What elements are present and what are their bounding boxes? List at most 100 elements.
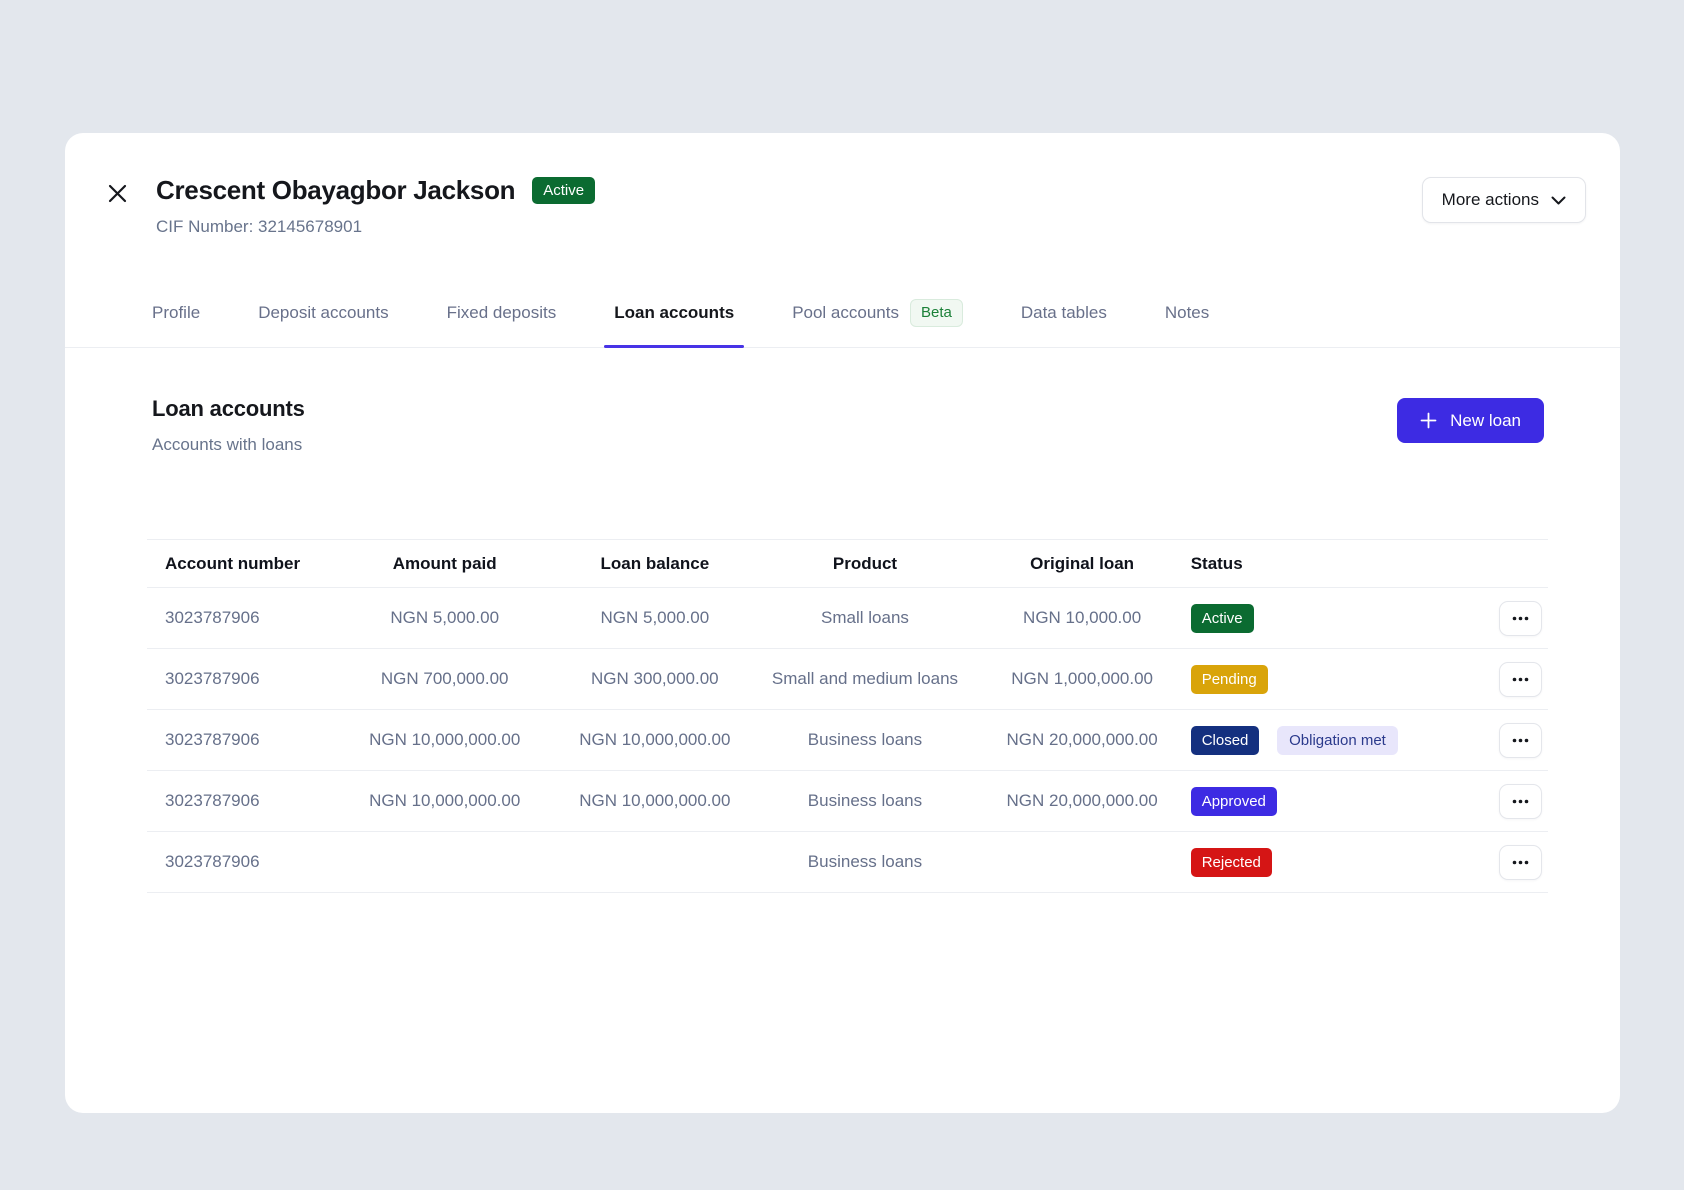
row-actions-button[interactable]	[1499, 600, 1542, 636]
card-header: Crescent Obayagbor Jackson Active CIF Nu…	[65, 133, 1620, 237]
cell-product: Business loans	[756, 831, 974, 893]
cell-loan-balance: NGN 10,000,000.00	[553, 709, 757, 771]
customer-title-block: Crescent Obayagbor Jackson Active CIF Nu…	[156, 175, 596, 237]
row-actions-button[interactable]	[1499, 661, 1542, 697]
cell-product: Small and medium loans	[756, 648, 974, 710]
cell-amount-paid: NGN 10,000,000.00	[336, 770, 554, 832]
column-header-product: Product	[756, 539, 974, 588]
table-row: 3023787906 Business loans Rejected	[147, 831, 1548, 893]
cell-status: Closed Obligation met	[1190, 709, 1471, 771]
table-row: 3023787906 NGN 10,000,000.00 NGN 10,000,…	[147, 770, 1548, 832]
loan-accounts-table: Account number Amount paid Loan balance …	[147, 539, 1548, 893]
status-tag-badge: Obligation met	[1277, 725, 1398, 755]
cell-account-number: 3023787906	[147, 648, 337, 710]
cell-actions	[1470, 587, 1548, 649]
status-badge: Pending	[1190, 664, 1268, 694]
status-badge: Rejected	[1190, 847, 1272, 877]
table-row: 3023787906 NGN 700,000.00 NGN 300,000.00…	[147, 648, 1548, 710]
section-header: Loan accounts Accounts with loans New lo…	[65, 348, 1620, 455]
new-loan-button[interactable]: New loan	[1397, 398, 1544, 443]
tab-profile[interactable]: Profile	[152, 299, 200, 347]
ellipsis-icon	[1512, 799, 1529, 803]
tab-notes[interactable]: Notes	[1165, 299, 1209, 347]
customer-detail-card: Crescent Obayagbor Jackson Active CIF Nu…	[65, 133, 1620, 1113]
cell-amount-paid: NGN 5,000.00	[336, 587, 554, 649]
more-actions-button[interactable]: More actions	[1421, 177, 1586, 223]
status-badge: Closed	[1190, 725, 1260, 755]
table-row: 3023787906 NGN 10,000,000.00 NGN 10,000,…	[147, 709, 1548, 771]
cell-actions	[1470, 831, 1548, 893]
cell-product: Business loans	[756, 709, 974, 771]
table-header-row: Account number Amount paid Loan balance …	[147, 539, 1548, 588]
table-body: 3023787906 NGN 5,000.00 NGN 5,000.00 Sma…	[147, 587, 1548, 893]
loan-accounts-table-wrap: Account number Amount paid Loan balance …	[147, 539, 1548, 893]
cif-number: CIF Number: 32145678901	[156, 217, 363, 236]
tab-label: Data tables	[1020, 303, 1107, 322]
cell-status: Pending	[1190, 648, 1471, 710]
table-row: 3023787906 NGN 5,000.00 NGN 5,000.00 Sma…	[147, 587, 1548, 649]
tab-bar: Profile Deposit accounts Fixed deposits …	[65, 299, 1620, 348]
cell-amount-paid: NGN 700,000.00	[336, 648, 554, 710]
cell-amount-paid	[336, 831, 554, 893]
section-title-block: Loan accounts Accounts with loans	[152, 396, 305, 455]
cell-original-loan: NGN 20,000,000.00	[973, 770, 1191, 832]
close-button[interactable]	[105, 181, 130, 206]
tab-fixed-deposits[interactable]: Fixed deposits	[447, 299, 557, 347]
column-header-amount-paid: Amount paid	[336, 539, 554, 588]
section-subtitle: Accounts with loans	[152, 435, 303, 454]
ellipsis-icon	[1512, 860, 1529, 864]
tab-pool-accounts[interactable]: Pool accounts Beta	[792, 299, 963, 347]
row-actions-button[interactable]	[1499, 722, 1542, 758]
column-header-original-loan: Original loan	[973, 539, 1191, 588]
customer-status-badge: Active	[532, 177, 596, 204]
cell-loan-balance	[553, 831, 757, 893]
cell-original-loan: NGN 1,000,000.00	[973, 648, 1191, 710]
cell-loan-balance: NGN 300,000.00	[553, 648, 757, 710]
status-badge: Approved	[1190, 786, 1277, 816]
cell-original-loan	[973, 831, 1191, 893]
cell-original-loan: NGN 10,000.00	[973, 587, 1191, 649]
ellipsis-icon	[1512, 738, 1529, 742]
cell-product: Business loans	[756, 770, 974, 832]
column-header-actions	[1470, 539, 1548, 588]
status-badge: Active	[1190, 603, 1254, 633]
column-header-status: Status	[1190, 539, 1471, 588]
tab-deposit-accounts[interactable]: Deposit accounts	[258, 299, 388, 347]
section-title: Loan accounts	[152, 396, 305, 421]
beta-badge: Beta	[909, 299, 963, 327]
cell-account-number: 3023787906	[147, 709, 337, 771]
cell-account-number: 3023787906	[147, 770, 337, 832]
ellipsis-icon	[1512, 616, 1529, 620]
close-icon	[108, 184, 127, 203]
cell-amount-paid: NGN 10,000,000.00	[336, 709, 554, 771]
cell-account-number: 3023787906	[147, 587, 337, 649]
cell-account-number: 3023787906	[147, 831, 337, 893]
new-loan-label: New loan	[1450, 410, 1521, 430]
tab-label: Profile	[152, 303, 201, 322]
tab-data-tables[interactable]: Data tables	[1021, 299, 1107, 347]
cell-status: Approved	[1190, 770, 1471, 832]
column-header-account-number: Account number	[147, 539, 337, 588]
tab-label: Notes	[1164, 303, 1210, 322]
ellipsis-icon	[1512, 677, 1529, 681]
more-actions-label: More actions	[1441, 190, 1539, 209]
column-header-loan-balance: Loan balance	[553, 539, 757, 588]
tab-loan-accounts[interactable]: Loan accounts	[604, 299, 745, 348]
tab-label: Fixed deposits	[446, 303, 557, 322]
cell-loan-balance: NGN 5,000.00	[553, 587, 757, 649]
cell-loan-balance: NGN 10,000,000.00	[553, 770, 757, 832]
cell-actions	[1470, 709, 1548, 771]
cell-actions	[1470, 770, 1548, 832]
customer-name: Crescent Obayagbor Jackson	[156, 175, 516, 205]
tab-label: Pool accounts	[792, 303, 899, 322]
cell-status: Rejected	[1190, 831, 1471, 893]
cell-actions	[1470, 648, 1548, 710]
tab-label: Deposit accounts	[258, 303, 389, 322]
cell-product: Small loans	[756, 587, 974, 649]
chevron-down-icon	[1551, 196, 1566, 204]
row-actions-button[interactable]	[1499, 783, 1542, 819]
row-actions-button[interactable]	[1499, 844, 1542, 880]
cell-original-loan: NGN 20,000,000.00	[973, 709, 1191, 771]
cell-status: Active	[1190, 587, 1471, 649]
